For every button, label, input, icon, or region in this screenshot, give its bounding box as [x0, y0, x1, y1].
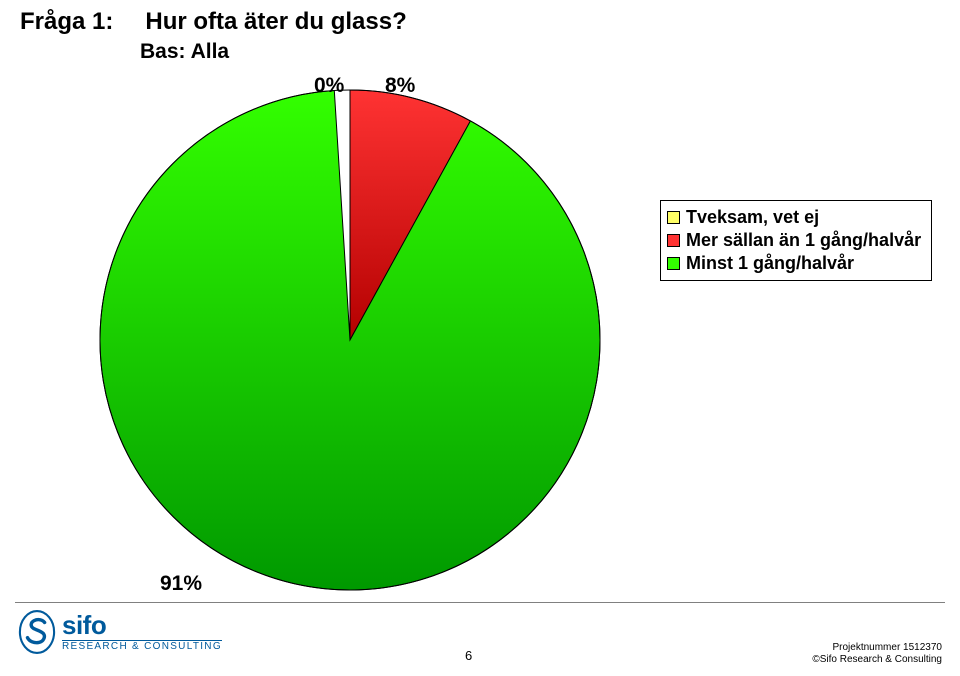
legend: Tveksam, vet ejMer sällan än 1 gång/halv… — [660, 200, 932, 281]
question-label: Fråga 1: — [20, 8, 113, 36]
logo-brand: sifo — [62, 613, 222, 638]
logo-s-icon — [18, 610, 56, 654]
legend-item: Tveksam, vet ej — [667, 207, 921, 228]
sifo-logo: sifo RESEARCH & CONSULTING — [18, 610, 222, 654]
legend-label: Tveksam, vet ej — [686, 207, 819, 228]
logo-tagline: RESEARCH & CONSULTING — [62, 640, 222, 652]
legend-swatch — [667, 211, 680, 224]
legend-item: Mer sällan än 1 gång/halvår — [667, 230, 921, 251]
legend-item: Minst 1 gång/halvår — [667, 253, 921, 274]
pie-data-label: 0% — [314, 74, 344, 98]
legend-label: Mer sällan än 1 gång/halvår — [686, 230, 921, 251]
footer-meta: Projektnummer 1512370 ©Sifo Research & C… — [812, 642, 942, 666]
legend-label: Minst 1 gång/halvår — [686, 253, 854, 274]
legend-swatch — [667, 234, 680, 247]
page-number: 6 — [465, 648, 472, 663]
project-number: Projektnummer 1512370 — [812, 642, 942, 654]
pie-data-label: 8% — [385, 74, 415, 98]
pie-svg — [90, 80, 610, 600]
pie-chart: 0%8%91% — [90, 80, 610, 600]
copyright: ©Sifo Research & Consulting — [812, 654, 942, 666]
legend-swatch — [667, 257, 680, 270]
pie-data-label: 91% — [160, 572, 202, 596]
base-text: Bas: Alla — [140, 40, 229, 64]
footer-divider — [15, 602, 945, 603]
question-text: Hur ofta äter du glass? — [145, 8, 406, 36]
